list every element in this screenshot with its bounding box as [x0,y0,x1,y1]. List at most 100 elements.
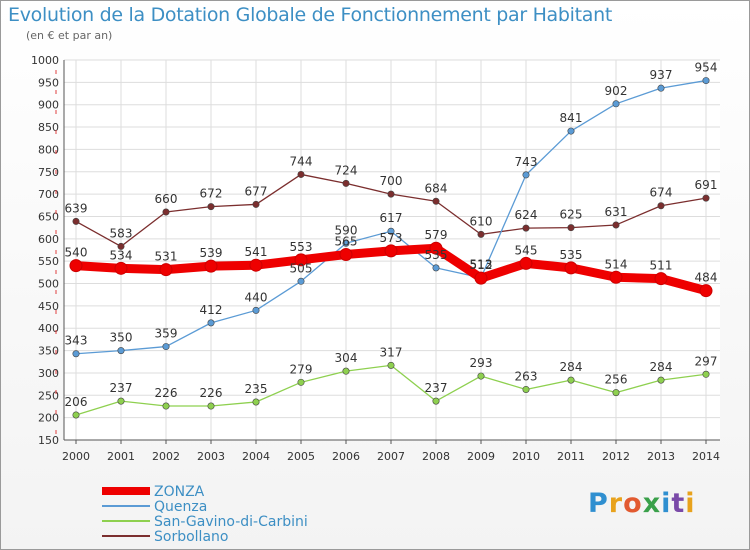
x-tick-label: 2005 [287,450,315,463]
data-point [657,202,665,210]
data-label: 841 [560,111,583,125]
data-label: 505 [290,261,313,275]
x-tick-label: 2006 [332,450,360,463]
y-tick-label: 900 [38,99,59,112]
data-label: 583 [110,226,133,240]
data-point [72,411,80,419]
data-point [342,239,350,247]
x-tick-label: 2012 [602,450,630,463]
data-point [162,343,170,351]
data-point [252,398,260,406]
data-point [657,84,665,92]
data-label: 639 [65,201,88,215]
data-label: 514 [605,257,628,271]
data-label: 297 [695,354,718,368]
y-tick-label: 700 [38,188,59,201]
x-tick-label: 2014 [692,450,720,463]
data-label: 660 [155,192,178,206]
data-label: 631 [605,205,628,219]
logo-letter: x [642,488,662,519]
data-point [297,277,305,285]
chart-subtitle: (en € et par an) [26,29,113,42]
x-tick-label: 2004 [242,450,270,463]
data-label: 304 [335,351,358,365]
data-point [564,261,578,275]
data-point [204,259,218,273]
logo-letter: i [661,488,672,519]
data-point [294,253,308,267]
data-label: 744 [290,154,313,168]
data-label: 540 [65,246,88,260]
data-point [72,217,80,225]
data-label: 565 [335,234,358,248]
y-tick-label: 200 [38,412,59,425]
data-label: 237 [110,381,133,395]
data-point [117,397,125,405]
data-point [162,208,170,216]
data-label: 610 [470,214,493,228]
data-label: 350 [110,331,133,345]
data-label: 677 [245,184,268,198]
data-label: 226 [200,386,223,400]
data-point [567,376,575,384]
data-point [72,350,80,358]
y-tick-label: 850 [38,121,59,134]
data-point [654,272,668,286]
data-point [657,376,665,384]
data-label: 359 [155,327,178,341]
y-tick-label: 750 [38,166,59,179]
x-tick-label: 2009 [467,450,495,463]
y-tick-label: 600 [38,233,59,246]
data-point [702,370,710,378]
data-point [387,190,395,198]
data-point [297,378,305,386]
data-label: 534 [110,248,133,262]
data-label: 672 [200,187,223,201]
data-label: 937 [650,68,673,82]
data-label: 412 [200,303,223,317]
data-point [474,271,488,285]
data-point [567,127,575,135]
data-label: 284 [560,360,583,374]
legend-label: San-Gavino-di-Carbini [154,514,308,530]
data-label: 343 [65,334,88,348]
data-point [249,258,263,272]
data-point [702,194,710,202]
y-tick-label: 150 [38,434,59,447]
data-point [387,227,395,235]
data-point [159,263,173,277]
data-label: 293 [470,356,493,370]
data-label: 531 [155,250,178,264]
data-label: 674 [650,186,673,200]
data-point [342,179,350,187]
data-point [432,197,440,205]
logo-letter: i [685,488,696,519]
data-point [432,264,440,272]
y-tick-label: 250 [38,389,59,402]
data-label: 513 [470,258,493,272]
data-point [429,241,443,255]
x-tick-label: 2010 [512,450,540,463]
x-tick-label: 2002 [152,450,180,463]
y-tick-label: 400 [38,322,59,335]
y-tick-label: 950 [38,76,59,89]
logo-letter: P [588,488,609,519]
x-tick-label: 2001 [107,450,135,463]
data-label: 279 [290,362,313,376]
data-label: 440 [245,290,268,304]
data-point [477,372,485,380]
data-label: 235 [245,382,268,396]
x-tick-label: 2003 [197,450,225,463]
data-point [252,306,260,314]
data-point [522,385,530,393]
proxiti-logo: Proxiti [588,488,696,519]
y-tick-label: 300 [38,367,59,380]
y-tick-label: 800 [38,143,59,156]
data-label: 263 [515,369,538,383]
data-label: 573 [380,231,403,245]
data-point [207,402,215,410]
data-label: 617 [380,211,403,225]
data-point [342,367,350,375]
data-label: 317 [380,345,403,359]
data-point [252,200,260,208]
